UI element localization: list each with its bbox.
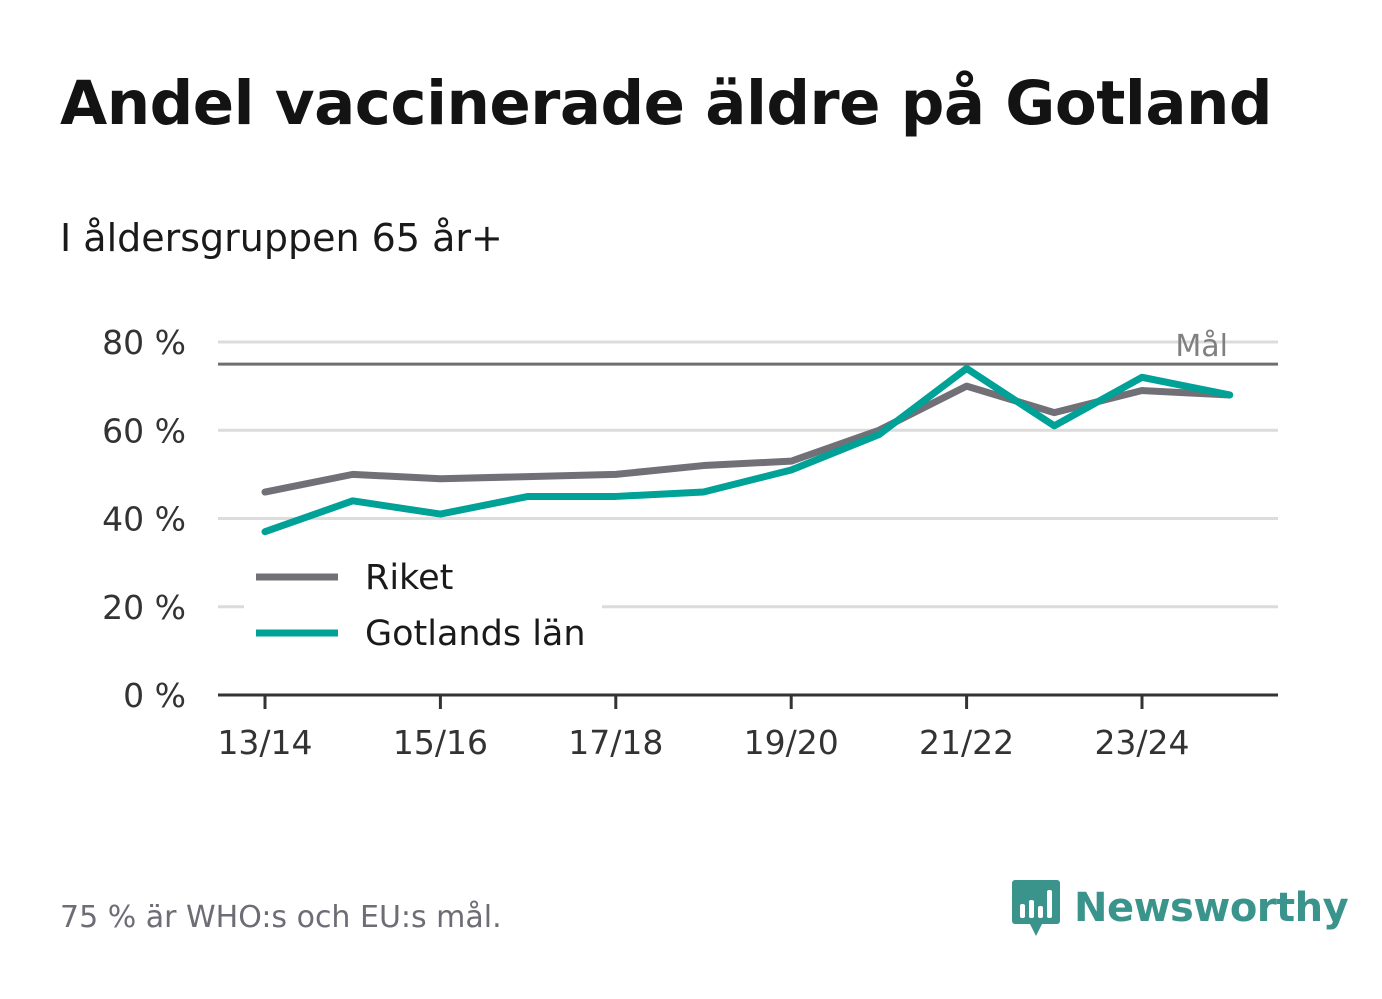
x-tick-label: 13/14: [217, 723, 312, 762]
legend-label: Riket: [365, 558, 453, 598]
newsworthy-logo-icon: [1012, 880, 1060, 936]
x-tick-label: 15/16: [393, 723, 488, 762]
y-tick-label: 60 %: [102, 411, 186, 450]
legend-background: [244, 548, 602, 668]
x-tick-label: 23/24: [1094, 723, 1189, 762]
chart-title: Andel vaccinerade äldre på Gotland: [60, 68, 1273, 139]
y-tick-label: 80 %: [102, 323, 186, 362]
x-tick-label: 19/20: [744, 723, 839, 762]
footnote: 75 % är WHO:s och EU:s mål.: [60, 900, 502, 935]
legend-label: Gotlands län: [365, 614, 586, 654]
x-tick-label: 21/22: [919, 723, 1014, 762]
y-tick-label: 20 %: [102, 588, 186, 627]
y-tick-label: 40 %: [102, 500, 186, 539]
chart-subtitle: I åldersgruppen 65 år+: [60, 216, 503, 260]
series-line-riket: [261, 382, 1234, 496]
goal-line-label: Mål: [1175, 329, 1228, 364]
brand-name: Newsworthy: [1074, 885, 1349, 931]
y-tick-label: 0 %: [123, 676, 186, 715]
brand-logo: Newsworthy: [1010, 878, 1349, 938]
series-line-gotland: [261, 364, 1234, 536]
x-tick-label: 17/18: [568, 723, 663, 762]
